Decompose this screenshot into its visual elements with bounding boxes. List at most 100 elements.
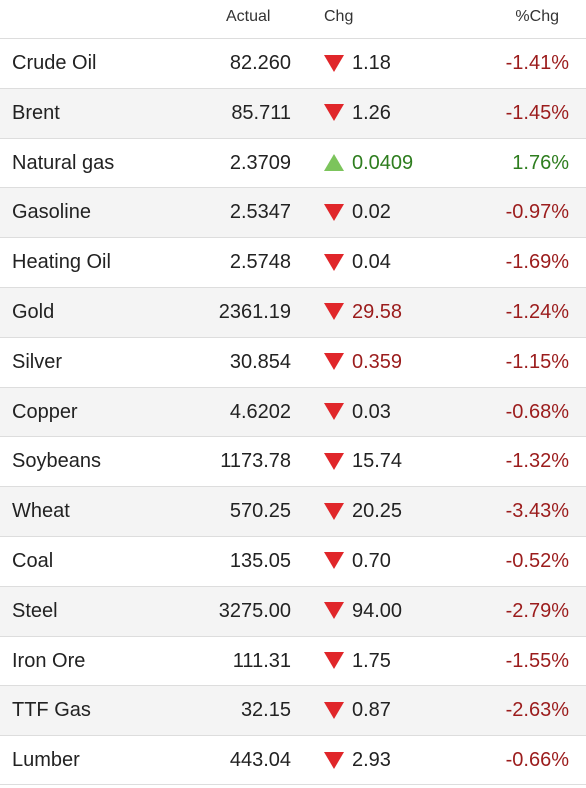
change-value: 0.04 [352, 251, 391, 274]
actual-value: 82.260 [229, 52, 291, 74]
change-value: 20.25 [352, 500, 403, 523]
commodity-name-link[interactable]: Iron Ore [12, 649, 86, 672]
down-arrow-icon [324, 54, 344, 72]
actual-value: 3275.00 [218, 599, 291, 622]
percent-change-value: -0.97% [505, 201, 569, 224]
actual-value: 111.31 [232, 649, 291, 672]
table-row[interactable]: Natural gas 2.3709 0.0409 1.76% [0, 137, 586, 188]
change-cell: 29.58 [324, 302, 402, 322]
change-value: 0.87 [352, 699, 391, 722]
percent-change-value: -1.24% [505, 300, 569, 323]
change-value: 1.18 [352, 52, 391, 74]
percent-change-value: -1.45% [505, 101, 569, 124]
commodity-name-link[interactable]: Soybeans [12, 450, 101, 473]
commodity-name-link[interactable]: Steel [12, 599, 58, 622]
actual-value: 570.25 [229, 500, 291, 523]
commodity-name-link[interactable]: Lumber [12, 749, 80, 772]
change-value: 0.0409 [352, 151, 414, 174]
column-header-actual[interactable]: Actual [226, 8, 271, 25]
table-row[interactable]: Gasoline 2.5347 0.02 -0.97% [0, 187, 586, 238]
actual-value: 2361.19 [218, 300, 291, 323]
table-row[interactable]: Gold 2361.19 29.58 -1.24% [0, 286, 586, 337]
commodity-name-link[interactable]: Heating Oil [12, 251, 111, 274]
down-arrow-icon [324, 104, 344, 122]
change-cell: 15.74 [324, 451, 402, 471]
change-value: 0.359 [352, 350, 403, 373]
table-row[interactable]: Iron Ore 111.31 1.75 -1.55% [0, 635, 586, 686]
commodity-name-link[interactable]: Crude Oil [12, 52, 97, 74]
change-cell: 1.26 [324, 103, 391, 123]
actual-value: 85.711 [231, 101, 291, 124]
table-row[interactable]: Heating Oil 2.5748 0.04 -1.69% [0, 237, 586, 287]
table-row[interactable]: Crude Oil 82.260 1.18 -1.41% [0, 38, 586, 88]
down-arrow-icon [324, 652, 344, 670]
percent-change-value: 1.76% [512, 151, 569, 174]
change-cell: 2.93 [324, 750, 391, 770]
change-cell: 0.70 [324, 551, 391, 571]
change-cell: 94.00 [324, 601, 402, 621]
column-header-chg[interactable]: Chg [324, 8, 354, 25]
down-arrow-icon [324, 452, 344, 470]
commodity-name-link[interactable]: Coal [12, 549, 54, 572]
change-value: 2.93 [352, 749, 391, 772]
percent-change-value: -2.63% [505, 699, 569, 722]
down-arrow-icon [324, 602, 344, 620]
table-row[interactable]: Soybeans 1173.78 15.74 -1.32% [0, 436, 586, 487]
change-cell: 1.18 [324, 53, 391, 73]
change-value: 29.58 [352, 300, 403, 323]
down-arrow-icon [324, 353, 344, 371]
change-value: 15.74 [352, 450, 403, 473]
change-cell: 0.02 [324, 202, 391, 222]
percent-change-value: -0.68% [505, 400, 569, 423]
commodity-name-link[interactable]: Copper [12, 400, 78, 423]
percent-change-value: -0.66% [505, 749, 569, 772]
change-cell: 0.04 [324, 252, 391, 272]
commodity-name-link[interactable]: Wheat [12, 500, 70, 523]
actual-value: 2.5748 [229, 251, 291, 274]
down-arrow-icon [324, 701, 344, 719]
change-value: 0.70 [352, 549, 391, 572]
percent-change-value: -1.55% [505, 649, 569, 672]
change-value: 1.75 [352, 649, 391, 672]
change-value: 94.00 [352, 599, 403, 622]
table-row[interactable]: Lumber 443.04 2.93 -0.66% [0, 735, 586, 785]
percent-change-value: -1.41% [505, 52, 569, 74]
commodity-name-link[interactable]: Natural gas [12, 151, 115, 174]
actual-value: 2.5347 [229, 201, 291, 224]
down-arrow-icon [324, 253, 344, 271]
column-header-pct-chg[interactable]: %Chg [515, 8, 559, 25]
table-row[interactable]: Silver 30.854 0.359 -1.15% [0, 336, 586, 387]
actual-value: 1173.78 [220, 450, 291, 473]
change-cell: 0.359 [324, 352, 402, 372]
change-cell: 20.25 [324, 501, 402, 521]
percent-change-value: -1.32% [505, 450, 569, 473]
actual-value: 4.6202 [229, 400, 291, 423]
percent-change-value: -3.43% [505, 500, 569, 523]
table-row[interactable]: Wheat 570.25 20.25 -3.43% [0, 486, 586, 536]
up-arrow-icon [324, 154, 344, 172]
table-row[interactable]: Brent 85.711 1.26 -1.45% [0, 87, 586, 138]
commodity-name-link[interactable]: Gasoline [12, 201, 91, 224]
commodity-name-link[interactable]: Brent [12, 101, 60, 124]
down-arrow-icon [324, 303, 344, 321]
actual-value: 2.3709 [229, 151, 291, 174]
table-row[interactable]: Steel 3275.00 94.00 -2.79% [0, 585, 586, 636]
actual-value: 135.05 [229, 549, 291, 572]
change-value: 0.02 [352, 201, 391, 224]
actual-value: 32.15 [240, 699, 291, 722]
commodity-name-link[interactable]: Gold [12, 300, 55, 323]
table-header: Actual Chg %Chg [0, 0, 586, 38]
down-arrow-icon [324, 403, 344, 421]
down-arrow-icon [324, 203, 344, 221]
commodity-name-link[interactable]: Silver [12, 350, 63, 373]
table-row[interactable]: Coal 135.05 0.70 -0.52% [0, 535, 586, 586]
commodity-name-link[interactable]: TTF Gas [12, 699, 91, 722]
percent-change-value: -1.15% [505, 350, 569, 373]
change-value: 0.03 [352, 400, 391, 423]
percent-change-value: -0.52% [505, 549, 569, 572]
table-row[interactable]: Copper 4.6202 0.03 -0.68% [0, 386, 586, 437]
change-cell: 0.03 [324, 402, 391, 422]
table-row[interactable]: TTF Gas 32.15 0.87 -2.63% [0, 685, 586, 736]
change-cell: 1.75 [324, 651, 391, 671]
